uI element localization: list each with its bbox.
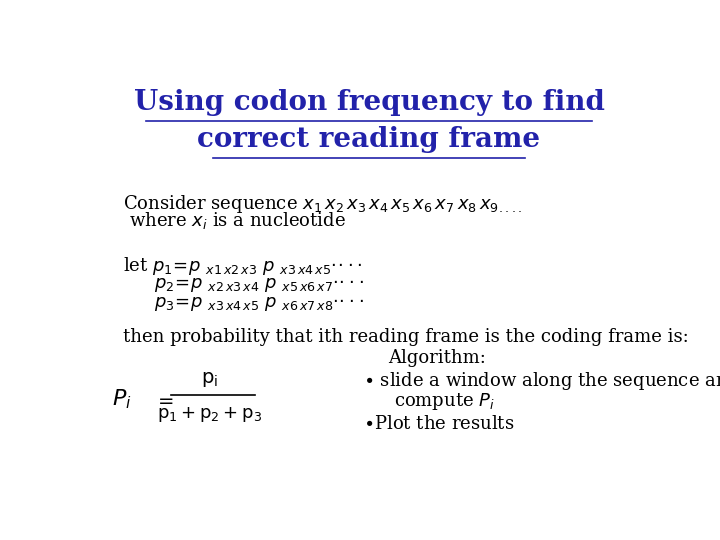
Text: Consider sequence $x_1\,x_2\,x_3\,x_4\,x_5\,x_6\,x_7\,x_8\,x_9$$_{....}$: Consider sequence $x_1\,x_2\,x_3\,x_4\,x…	[124, 193, 523, 215]
Text: correct reading frame: correct reading frame	[197, 126, 541, 153]
Text: Algorithm:: Algorithm:	[389, 349, 487, 367]
Text: $p_2\!=\!p$ $_{x2\,x3\,x4}$ $p$ $_{x5\,x6\,x7}$$\cdot\!\cdot\!\cdot\!\cdot$: $p_2\!=\!p$ $_{x2\,x3\,x4}$ $p$ $_{x5\,x…	[154, 276, 364, 294]
Text: $\bullet$ slide a window along the sequence and: $\bullet$ slide a window along the seque…	[364, 370, 720, 392]
Text: $\mathrm{p_i}$: $\mathrm{p_i}$	[202, 370, 219, 389]
Text: where $x_i$ is a nucleotide: where $x_i$ is a nucleotide	[129, 210, 346, 231]
Text: $\mathrm{p_1 + p_2 + p_3}$: $\mathrm{p_1 + p_2 + p_3}$	[158, 404, 263, 423]
Text: $p_3\!=\!p$ $_{x3\,x4\,x5}$ $p$ $_{x6\,x7\,x8}$$\cdot\!\cdot\!\cdot\!\cdot$: $p_3\!=\!p$ $_{x3\,x4\,x5}$ $p$ $_{x6\,x…	[154, 295, 364, 313]
Text: Using codon frequency to find: Using codon frequency to find	[134, 89, 604, 116]
Text: then probability that ith reading frame is the coding frame is:: then probability that ith reading frame …	[124, 328, 689, 346]
Text: $\bullet$Plot the results: $\bullet$Plot the results	[364, 415, 515, 434]
Text: let $p_1\!=\!p$ $_{x1\,x2\,x3}$ $p$ $_{x3\,x4\,x5}$$\cdot\!\cdot\!\cdot\!\cdot$: let $p_1\!=\!p$ $_{x1\,x2\,x3}$ $p$ $_{x…	[124, 255, 363, 278]
Text: $=$: $=$	[154, 390, 174, 409]
Text: $P_i$: $P_i$	[112, 388, 132, 411]
Text: compute $P_i$: compute $P_i$	[394, 391, 495, 412]
